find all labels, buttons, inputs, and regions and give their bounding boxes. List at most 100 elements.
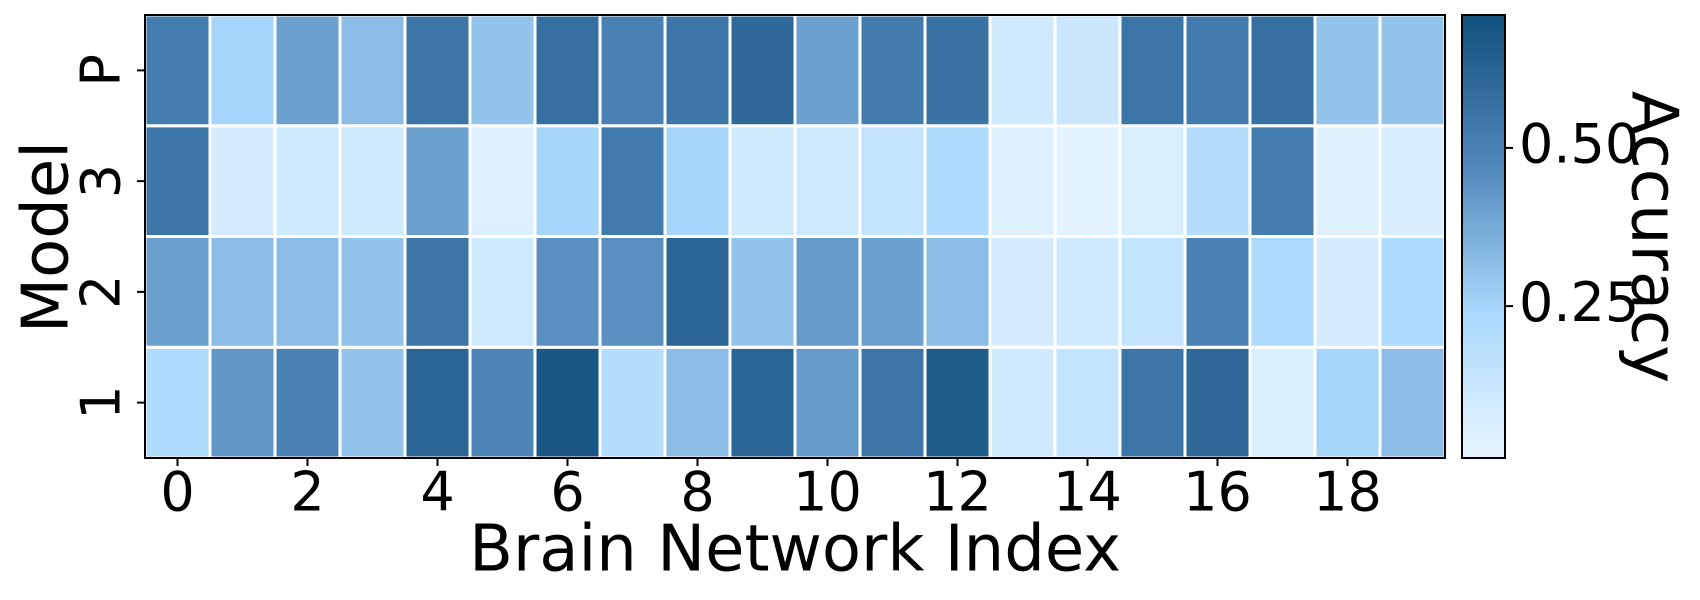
- heatmap-cell: [403, 13, 472, 128]
- heatmap-cell: [143, 124, 212, 238]
- x-tick-label: 4: [420, 461, 454, 524]
- heatmap-cell: [338, 235, 407, 349]
- x-tick-label: 0: [160, 461, 194, 524]
- heatmap-cell: [338, 13, 407, 128]
- heatmap-cell: [208, 13, 277, 128]
- y-tick-label: 2: [70, 275, 133, 309]
- heatmap-cell: [208, 124, 277, 238]
- heatmap-cell: [143, 345, 212, 460]
- heatmap-cell: [1053, 124, 1122, 238]
- heatmap-cell: [1378, 124, 1447, 238]
- heatmap-cell: [923, 13, 992, 128]
- colorbar-label: Accuracy: [1616, 91, 1690, 383]
- heatmap-cell: [533, 124, 602, 238]
- heatmap-cell: [143, 13, 212, 128]
- heatmap-cell: [403, 124, 472, 238]
- heatmap-cell: [1118, 235, 1187, 349]
- heatmap-cell: [988, 124, 1057, 238]
- heatmap-cell: [273, 13, 342, 128]
- x-axis-label: Brain Network Index: [469, 513, 1121, 587]
- heatmap-cell: [208, 235, 277, 349]
- heatmap-cell: [338, 124, 407, 238]
- heatmap-cell: [1248, 235, 1317, 349]
- heatmap-cell: [923, 124, 992, 238]
- heatmap-cell: [923, 235, 992, 349]
- x-tick-label: 12: [923, 461, 992, 524]
- heatmap-cell: [468, 13, 537, 128]
- heatmap-cell: [598, 13, 667, 128]
- heatmap-cell: [273, 235, 342, 349]
- heatmap-cell: [793, 345, 862, 460]
- heatmap-cell: [533, 235, 602, 349]
- heatmap-cell: [1183, 235, 1252, 349]
- x-tick-label: 14: [1053, 461, 1122, 524]
- heatmap-cell: [1313, 345, 1382, 460]
- heatmap-cell: [273, 124, 342, 238]
- heatmap-cell: [663, 124, 732, 238]
- y-tick-label: 1: [70, 385, 133, 419]
- y-axis-label: Model: [10, 141, 84, 333]
- heatmap-cell: [1053, 345, 1122, 460]
- plot-frame: [144, 14, 1446, 459]
- heatmap-cell: [663, 345, 732, 460]
- heatmap-cell: [728, 13, 797, 128]
- y-tick-label: P: [70, 54, 133, 87]
- heatmap-cell: [1378, 235, 1447, 349]
- heatmap-cell: [793, 124, 862, 238]
- heatmap-cell: [468, 345, 537, 460]
- heatmap-cell: [858, 13, 927, 128]
- heatmap-cell: [208, 345, 277, 460]
- heatmap-cell: [1313, 13, 1382, 128]
- heatmap-cell: [923, 345, 992, 460]
- heatmap-cell: [1053, 13, 1122, 128]
- heatmap-cell: [1248, 345, 1317, 460]
- heatmap-cell: [1313, 235, 1382, 349]
- x-tick-label: 16: [1183, 461, 1252, 524]
- x-tick-label: 6: [550, 461, 584, 524]
- heatmap-cell: [1183, 345, 1252, 460]
- heatmap-cell: [598, 235, 667, 349]
- heatmap-cell: [663, 13, 732, 128]
- heatmap-cell: [728, 124, 797, 238]
- heatmap-cell: [988, 345, 1057, 460]
- heatmap-cell: [1378, 345, 1447, 460]
- y-tick-label: 3: [70, 164, 133, 198]
- heatmap-cell: [468, 235, 537, 349]
- heatmap-cell: [728, 235, 797, 349]
- x-tick-label: 18: [1313, 461, 1382, 524]
- colorbar: [1461, 14, 1506, 459]
- heatmap-cell: [403, 345, 472, 460]
- x-tick-label: 8: [680, 461, 714, 524]
- heatmap-cell: [338, 345, 407, 460]
- heatmap-cell: [988, 235, 1057, 349]
- heatmap-cell: [793, 13, 862, 128]
- heatmap-cell: [858, 345, 927, 460]
- x-tick-label: 2: [290, 461, 324, 524]
- heatmap-cell: [663, 235, 732, 349]
- heatmap-cell: [533, 13, 602, 128]
- heatmap-cell: [1118, 345, 1187, 460]
- heatmap-cell: [793, 235, 862, 349]
- heatmap-cell: [1053, 235, 1122, 349]
- heatmap-cell: [598, 345, 667, 460]
- heatmap-cell: [533, 345, 602, 460]
- heatmap-cell: [1248, 13, 1317, 128]
- heatmap-cell: [1183, 124, 1252, 238]
- x-tick-label: 10: [793, 461, 862, 524]
- heatmap-cell: [1118, 13, 1187, 128]
- heatmap-cell: [403, 235, 472, 349]
- heatmap-cell: [1378, 13, 1447, 128]
- heatmap-cell: [1118, 124, 1187, 238]
- heatmap-cell: [143, 235, 212, 349]
- heatmap-cell: [273, 345, 342, 460]
- heatmap-cell: [988, 13, 1057, 128]
- heatmap-cell: [858, 124, 927, 238]
- colorbar-tick-label: 0.50: [1519, 113, 1639, 176]
- heatmap-cell: [728, 345, 797, 460]
- heatmap-cell: [1248, 124, 1317, 238]
- heatmap-cell: [468, 124, 537, 238]
- colorbar-tick-label: 0.25: [1519, 271, 1639, 334]
- heatmap-cell: [1313, 124, 1382, 238]
- heatmap-cell: [598, 124, 667, 238]
